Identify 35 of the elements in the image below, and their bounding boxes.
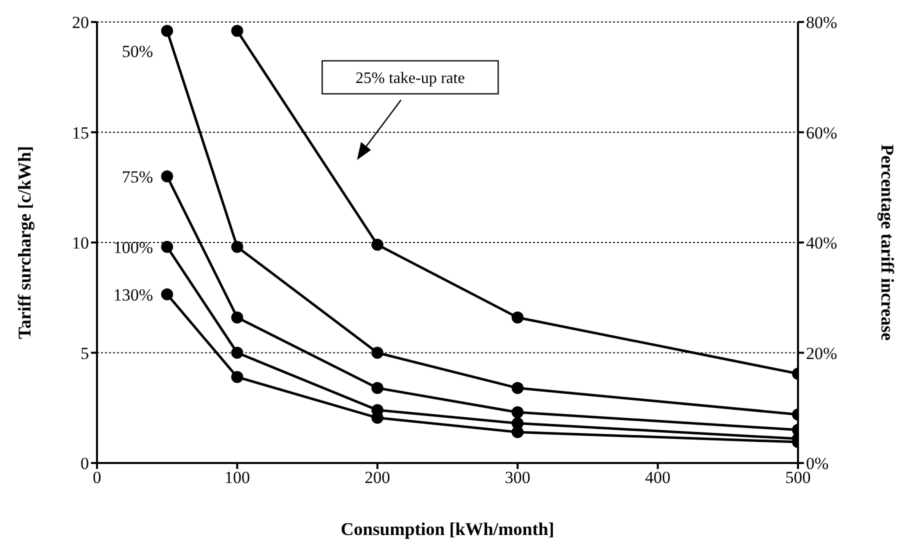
point xyxy=(161,288,174,300)
point xyxy=(161,170,174,182)
y-tick-label: 10 xyxy=(72,234,89,253)
x-tick-label: 200 xyxy=(364,468,390,488)
x-tick-label: 100 xyxy=(224,468,250,488)
y-axis-title: Tariff surcharge [c/kWh] xyxy=(14,146,34,339)
y2-tick-label: 20% xyxy=(806,344,838,363)
y-tick-label: 5 xyxy=(80,344,89,363)
y-tick-label: 20 xyxy=(72,13,89,32)
point xyxy=(231,311,244,324)
y-tick-label: 0 xyxy=(80,454,89,474)
y2-tick-label: 80% xyxy=(806,13,838,32)
point xyxy=(161,240,174,253)
point xyxy=(231,371,244,384)
series-label: 50% xyxy=(122,42,154,61)
point xyxy=(161,24,174,37)
point xyxy=(231,346,244,359)
point xyxy=(371,382,384,394)
y2-tick-label: 60% xyxy=(806,123,838,142)
x-tick-label: 500 xyxy=(785,468,811,488)
x-tick-label: 300 xyxy=(504,468,530,488)
y-tick-label: 15 xyxy=(72,123,89,142)
x-axis-title: Consumption [kWh/month] xyxy=(340,519,554,539)
text: 25% take-up rate xyxy=(356,70,465,87)
series-label: 75% xyxy=(122,167,154,186)
point xyxy=(231,240,244,253)
point xyxy=(231,24,244,37)
x-tick-label: 0 xyxy=(92,468,102,488)
series-label: 100% xyxy=(113,238,154,257)
x-tick-label: 400 xyxy=(645,468,671,488)
point xyxy=(371,346,384,359)
y2-axis-title: Percentage tariff increase xyxy=(878,144,898,341)
y2-tick-label: 40% xyxy=(806,234,838,253)
series-label: 130% xyxy=(113,285,154,304)
point xyxy=(371,238,384,251)
